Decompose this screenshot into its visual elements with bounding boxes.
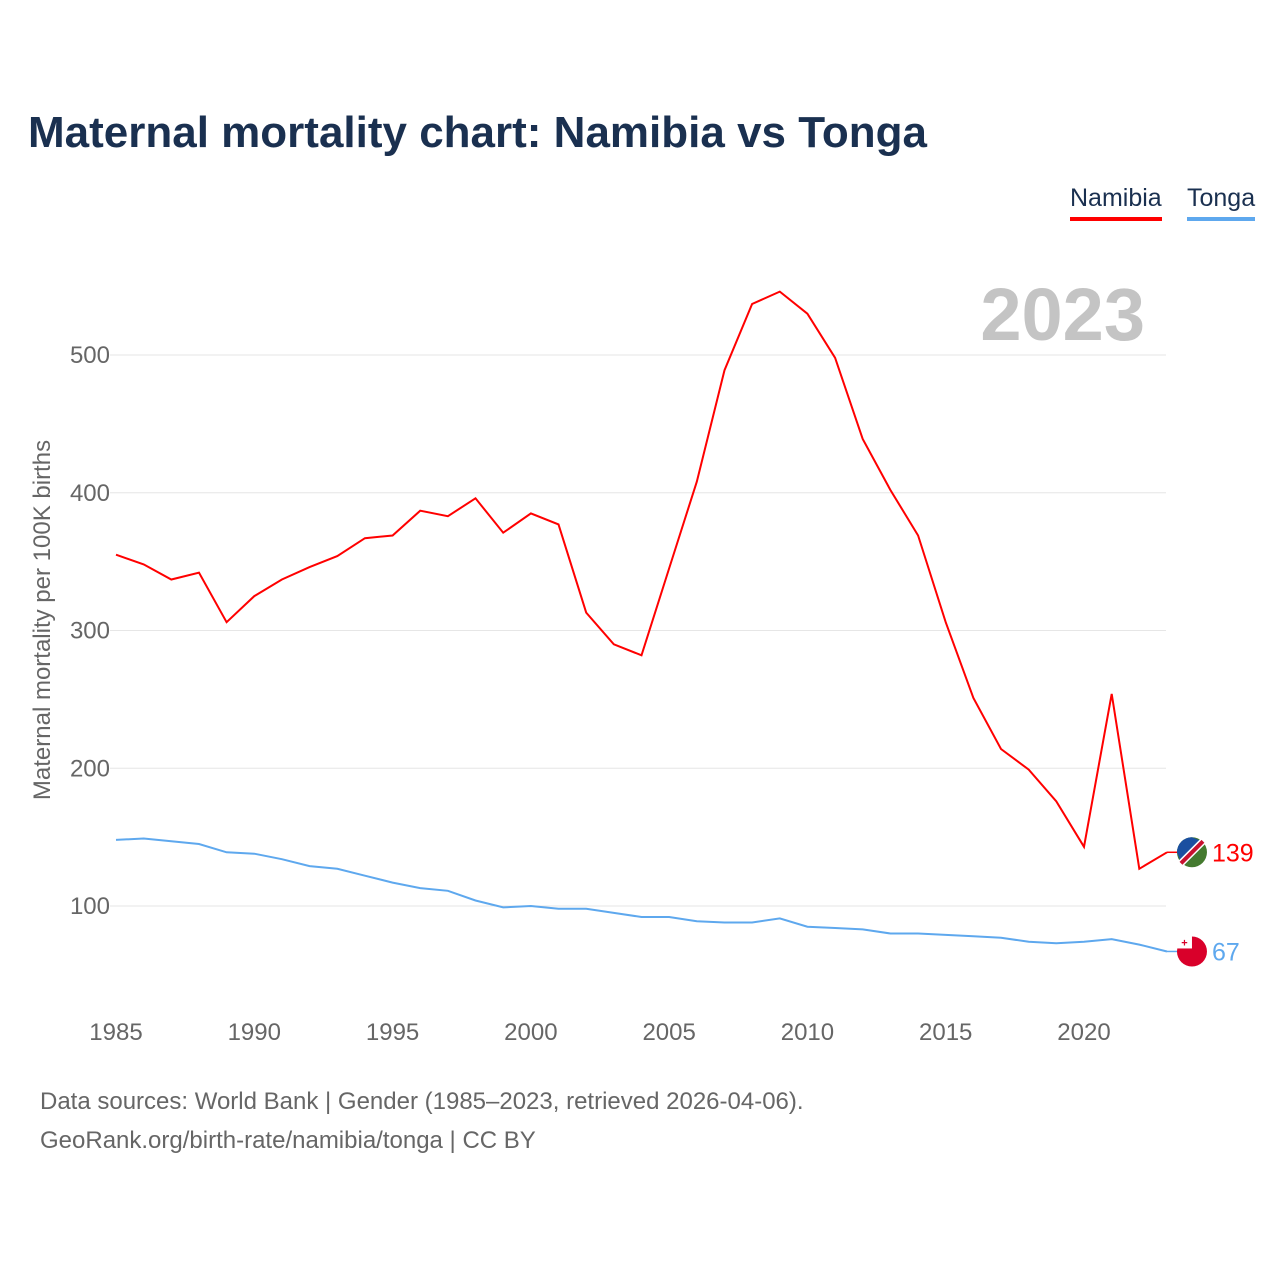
y-tick-label: 100	[70, 893, 110, 920]
y-tick-label: 400	[70, 480, 110, 507]
y-tick-label: 200	[70, 755, 110, 782]
x-tick-label: 1995	[366, 1019, 419, 1046]
series-line-namibia	[115, 290, 1168, 871]
x-tick-label: 1990	[228, 1019, 281, 1046]
x-tick-label: 2020	[1057, 1019, 1110, 1046]
y-tick-label: 300	[70, 618, 110, 645]
flag-cross: +	[1181, 937, 1187, 949]
end-value-label: 139	[1212, 839, 1254, 867]
end-value-label: 67	[1212, 938, 1240, 966]
flag-part	[1179, 839, 1205, 865]
legend-namibia[interactable]: Namibia	[1070, 184, 1162, 221]
footer-link[interactable]: GeoRank.org/birth-rate/namibia/tonga | C…	[40, 1127, 536, 1154]
series-line-tonga	[115, 837, 1168, 953]
legend-tonga[interactable]: Tonga	[1187, 184, 1256, 221]
x-tick-label: 2005	[642, 1019, 695, 1046]
footer-sources: Data sources: World Bank | Gender (1985–…	[40, 1088, 804, 1115]
x-tick-label: 2000	[504, 1019, 557, 1046]
x-tick-label: 1985	[89, 1019, 142, 1046]
x-tick-label: 2015	[919, 1019, 972, 1046]
y-axis-label: Maternal mortality per 100K births	[29, 440, 56, 800]
flag-part	[1176, 936, 1192, 949]
flag-part	[1176, 837, 1202, 863]
chart-title: Maternal mortality chart: Namibia vs Ton…	[28, 108, 927, 157]
y-tick-label: 500	[70, 342, 110, 369]
year-label: 2023	[980, 273, 1145, 356]
x-tick-label: 2010	[781, 1019, 834, 1046]
